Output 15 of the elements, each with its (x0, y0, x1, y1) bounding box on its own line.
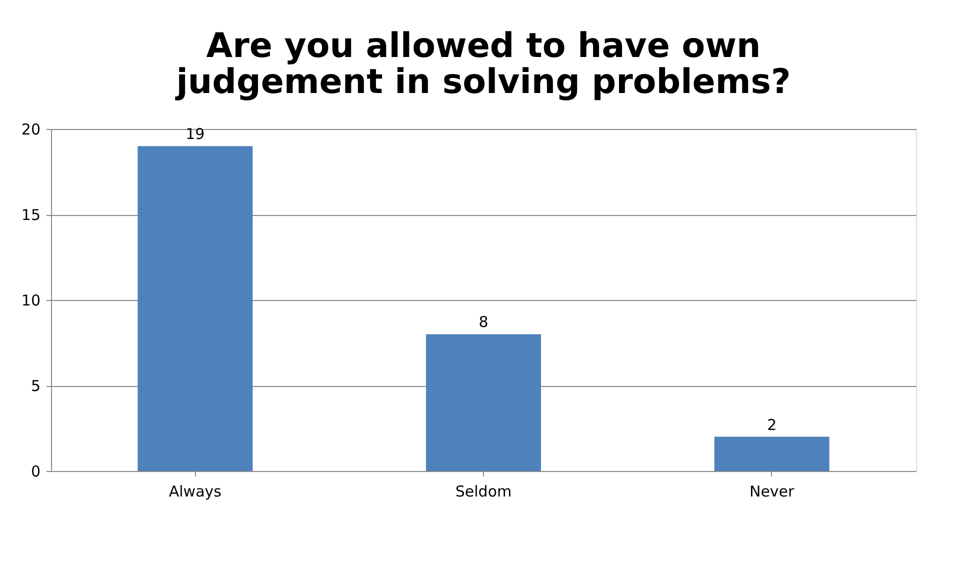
y-tick-label: 0 (30, 462, 40, 480)
y-tick-label: 10 (21, 292, 40, 310)
data-label: 2 (767, 416, 777, 434)
bar (138, 146, 253, 471)
data-label: 19 (186, 125, 205, 144)
bar (714, 436, 830, 471)
y-tick-label: 5 (30, 377, 40, 395)
x-tick-label: Always (168, 482, 222, 500)
bar (426, 334, 541, 471)
x-tick-label: Seldom (455, 482, 512, 500)
chart-title: Are you allowed to have own judgement in solving problems? (174, 26, 791, 102)
data-label: 8 (478, 313, 488, 332)
x-tick-label: Never (749, 482, 796, 500)
y-tick-label: 20 (21, 120, 40, 138)
y-tick-label: 15 (21, 206, 40, 224)
